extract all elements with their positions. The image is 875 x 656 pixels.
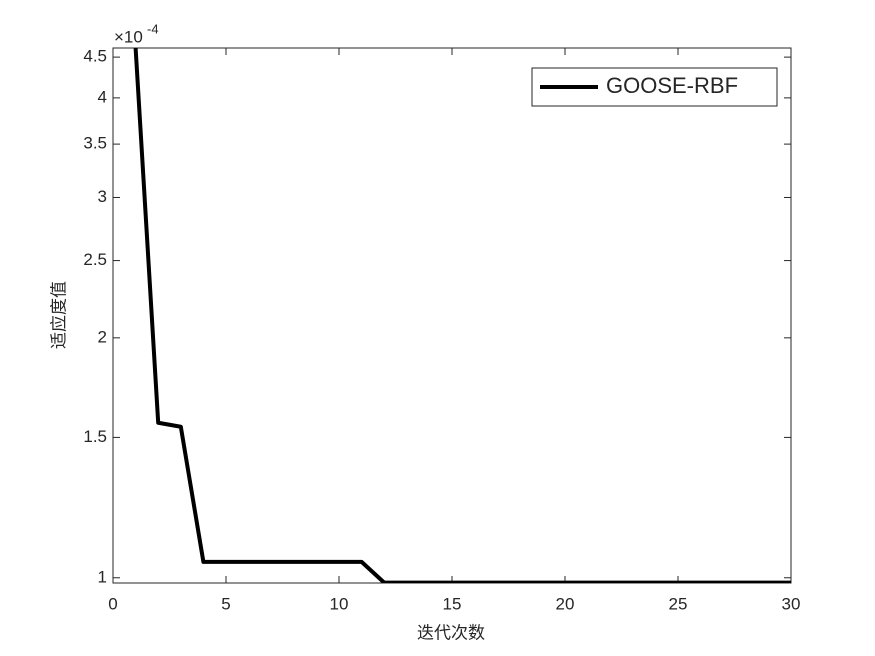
plot-clip: [133, 48, 791, 583]
x-tick-label: 30: [782, 594, 801, 613]
y-tick-label: 3: [98, 187, 107, 206]
y-exponent-power: -4: [147, 21, 159, 36]
legend-label: GOOSE-RBF: [606, 73, 738, 98]
x-tick-label: 10: [330, 594, 349, 613]
y-axis-label: 适应度值: [49, 281, 68, 349]
y-tick-label: 4: [98, 87, 107, 106]
y-tick-label: 2: [98, 327, 107, 346]
x-tick-label: 25: [669, 594, 688, 613]
x-tick-label: 5: [221, 594, 230, 613]
plot-area: [112, 47, 792, 584]
x-tick-label: 0: [108, 594, 117, 613]
x-tick-label: 20: [556, 594, 575, 613]
x-axis-label: 迭代次数: [417, 623, 485, 642]
x-tick-label: 15: [443, 594, 462, 613]
series-line: [133, 48, 791, 583]
y-exponent-base: ×10: [114, 27, 143, 46]
y-tick-label: 1: [98, 567, 107, 586]
y-tick-label: 3.5: [83, 134, 107, 153]
y-tick-label: 1.5: [83, 427, 107, 446]
y-tick-label: 4.5: [83, 47, 107, 66]
y-tick-label: 2.5: [83, 250, 107, 269]
